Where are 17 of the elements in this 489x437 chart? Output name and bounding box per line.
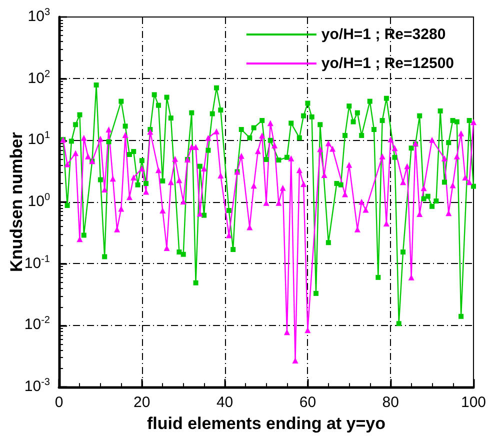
x-tick-label: 100: [460, 394, 486, 412]
x-axis-title: fluid elements ending at y=yo: [146, 414, 386, 433]
y-tick-label: 10$^{0}$: [28, 192, 50, 212]
legend-label: yo/H=1 ; Re=12500: [321, 55, 454, 72]
legend-label: yo/H=1 ; Re=3280: [321, 26, 446, 43]
x-tick-label: 80: [382, 394, 399, 412]
y-tick-label: 10$^{-1}$: [24, 254, 50, 273]
y-tick-label: 10$^{-3}$: [24, 377, 50, 396]
x-tick-label: 60: [299, 394, 316, 412]
y-axis-title: Knudsen number: [7, 132, 26, 272]
x-tick-label: 20: [134, 394, 150, 412]
y-tick-label: 10$^{2}$: [28, 68, 50, 88]
x-tick-label: 0: [54, 394, 64, 412]
y-tick-label: 10$^{1}$: [28, 130, 50, 150]
y-tick-label: 10$^{-2}$: [24, 315, 50, 334]
x-tick-label: 40: [216, 394, 234, 412]
y-tick-label: 10$^{3}$: [28, 7, 50, 26]
